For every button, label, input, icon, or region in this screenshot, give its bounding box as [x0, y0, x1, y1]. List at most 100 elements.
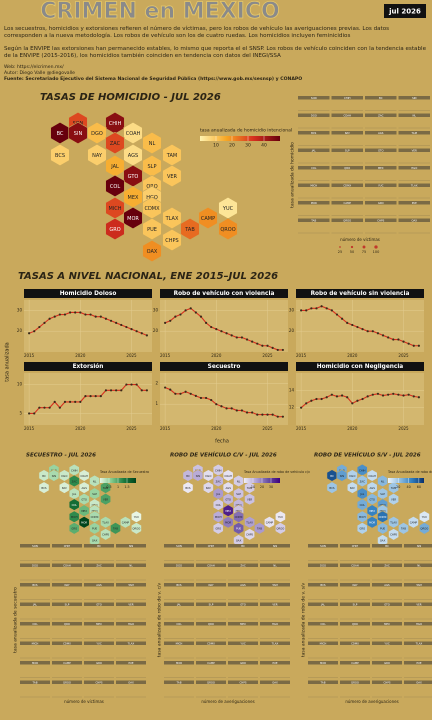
sm-header	[298, 148, 330, 152]
x-tick-label: 2020	[75, 426, 86, 431]
hex	[100, 528, 112, 541]
legend-tick-label: 1	[117, 485, 119, 489]
sm-label: QRO	[344, 166, 350, 170]
sm-header	[398, 96, 430, 100]
state-label: COAH	[80, 474, 88, 478]
x-tick-label: 2025	[262, 353, 273, 358]
sm-label: BC	[241, 544, 245, 548]
x-tick-label: 2020	[347, 426, 358, 431]
sm-ylabel: tasa anualizada de robo de v. c/v	[157, 582, 163, 657]
sm-header	[260, 661, 290, 665]
sm-header	[228, 602, 258, 606]
sm-label: JAL	[320, 602, 325, 606]
sm-header	[365, 131, 397, 135]
y-tick-label: 12	[289, 405, 295, 410]
point	[235, 409, 238, 412]
sm-label: QROO	[207, 680, 215, 684]
point	[94, 395, 97, 398]
sm-header	[372, 544, 402, 548]
x-tick-label: 2020	[347, 353, 358, 358]
sm-label: MOR	[176, 661, 182, 665]
point	[356, 325, 359, 329]
hex	[388, 528, 400, 541]
sm-header	[52, 602, 82, 606]
state-label: GTO	[128, 174, 139, 180]
point	[215, 328, 218, 331]
point	[220, 330, 223, 333]
hex	[142, 239, 162, 263]
sm-label: CHPS	[240, 680, 247, 684]
hex	[142, 131, 162, 155]
size-legend-title: número de víctimas	[64, 699, 104, 704]
sm-header	[340, 563, 370, 567]
sm-header	[404, 622, 432, 626]
sm-label: BCS	[176, 583, 182, 587]
point	[38, 325, 41, 329]
x-tick-label: 2015	[296, 353, 307, 358]
point	[74, 400, 77, 403]
legend-tick-label: 20	[229, 143, 235, 149]
sm-label: DGO	[320, 563, 326, 567]
point	[251, 340, 254, 343]
point	[261, 344, 264, 347]
legend-title: Tasa Anualizada de robo de vehículo c/v	[243, 470, 310, 474]
panel-header	[24, 362, 152, 371]
sm-header	[228, 544, 258, 548]
state-label: MEX	[369, 509, 375, 513]
state-label: AGS	[128, 153, 138, 159]
sm-header	[52, 563, 82, 567]
sm-label: PUE	[416, 661, 421, 665]
sm-header	[196, 680, 226, 684]
point	[99, 395, 102, 398]
sm-header	[398, 201, 430, 205]
state-label: QROO	[132, 527, 140, 531]
map-title: SECUESTRO - JUL 2026	[26, 453, 96, 459]
hex	[89, 474, 101, 488]
panel-header	[24, 289, 152, 298]
point	[109, 319, 113, 322]
sm-label: MEX	[240, 622, 246, 626]
sm-header	[52, 641, 82, 645]
sm-header	[116, 583, 146, 587]
state-label: COL	[110, 184, 120, 190]
point	[300, 406, 303, 409]
point	[33, 412, 36, 415]
state-label: BCS	[55, 153, 65, 159]
sm-label: MICH	[32, 641, 39, 645]
sm-label: BC	[385, 544, 389, 548]
sm-header	[340, 583, 370, 587]
state-label: CHIH	[71, 468, 78, 472]
sm-label: QROO	[63, 680, 71, 684]
sm-label: CHIH	[352, 544, 359, 548]
point	[356, 399, 359, 402]
hex	[182, 481, 194, 494]
sm-header	[84, 602, 114, 606]
point	[281, 348, 284, 352]
sm-label: TLAX	[128, 641, 135, 645]
description: Los secuestros, homicidios y extorsiones…	[4, 26, 390, 39]
point	[325, 307, 328, 310]
point	[140, 389, 143, 392]
x-tick-label: 2015	[160, 426, 171, 431]
point	[189, 392, 192, 395]
sm-label: CHPS	[384, 680, 391, 684]
point	[305, 309, 308, 312]
sm-label: COL	[176, 622, 182, 626]
sm-label: MICH	[176, 641, 183, 645]
point	[305, 402, 308, 405]
point	[387, 336, 390, 339]
hex	[123, 121, 143, 145]
sm-header	[398, 131, 430, 135]
sm-header	[372, 622, 402, 626]
sm-header	[404, 680, 432, 684]
state-label: TLAX	[165, 216, 179, 222]
sm-header	[308, 641, 338, 645]
sm-header	[84, 563, 114, 567]
sm-label: VER	[272, 602, 277, 606]
hex	[180, 217, 200, 241]
point	[251, 411, 254, 414]
state-label: SLP	[92, 492, 97, 496]
sm-label: CAMP	[344, 201, 352, 205]
sm-header	[84, 583, 114, 587]
point	[361, 397, 364, 401]
